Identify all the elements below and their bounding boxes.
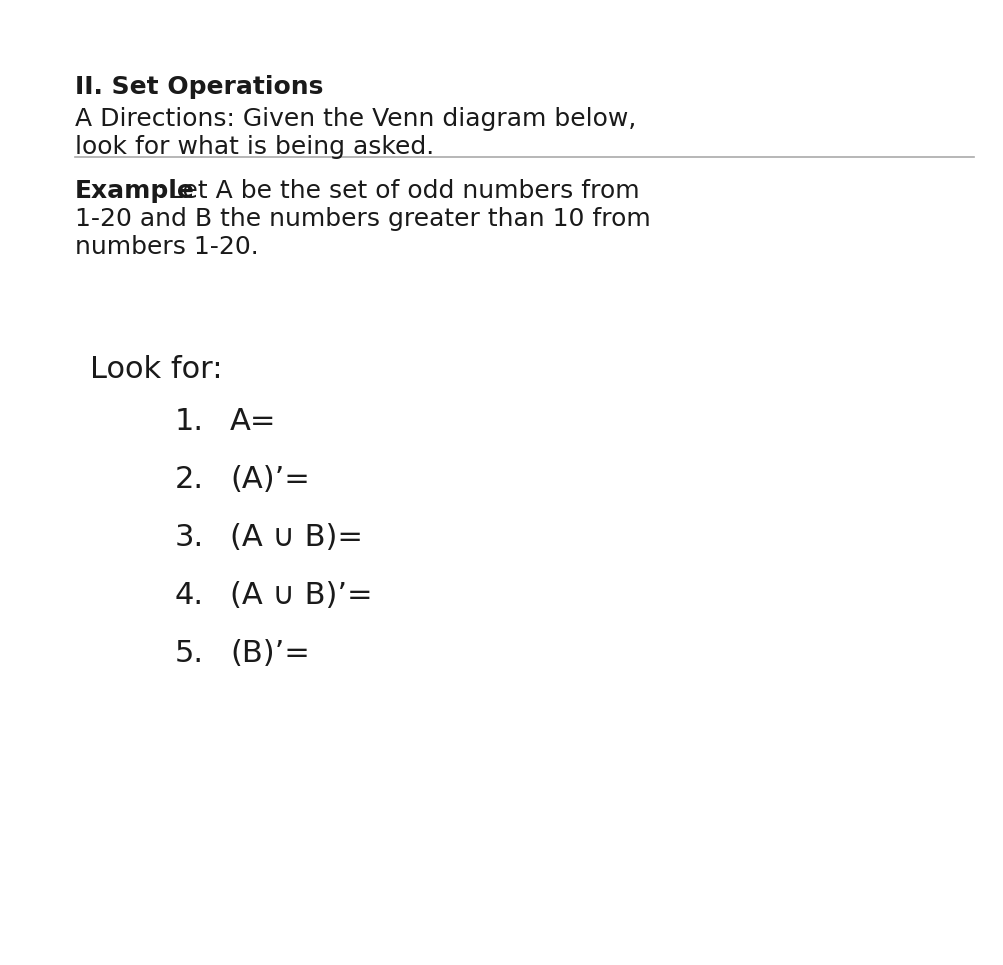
Text: (A ∪ B)=: (A ∪ B)= xyxy=(230,523,363,552)
Text: 5.: 5. xyxy=(175,639,204,668)
Text: 4.: 4. xyxy=(175,581,204,610)
Text: A Directions: Given the Venn diagram below,: A Directions: Given the Venn diagram bel… xyxy=(75,107,636,131)
Text: 2.: 2. xyxy=(175,465,204,494)
Text: Let A be the set of odd numbers from: Let A be the set of odd numbers from xyxy=(169,179,639,203)
Text: numbers 1-20.: numbers 1-20. xyxy=(75,235,259,259)
Text: Example: Example xyxy=(75,179,195,203)
Text: 1-20 and B the numbers greater than 10 from: 1-20 and B the numbers greater than 10 f… xyxy=(75,207,650,231)
Text: A=: A= xyxy=(230,407,276,436)
Text: (A)’=: (A)’= xyxy=(230,465,310,494)
Text: II. Set Operations: II. Set Operations xyxy=(75,75,323,99)
Text: look for what is being asked.: look for what is being asked. xyxy=(75,135,434,159)
Text: 3.: 3. xyxy=(175,523,204,552)
Text: (A ∪ B)’=: (A ∪ B)’= xyxy=(230,581,372,610)
Text: 1.: 1. xyxy=(175,407,204,436)
Text: (B)’=: (B)’= xyxy=(230,639,310,668)
Text: :: : xyxy=(156,179,174,203)
Text: Look for:: Look for: xyxy=(90,355,223,384)
